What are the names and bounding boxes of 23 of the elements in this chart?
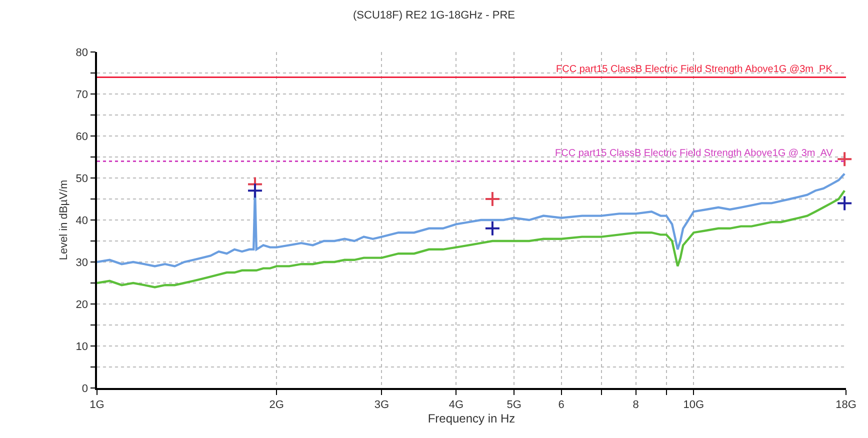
y-axis-title: Level in dBµV/m — [58, 180, 70, 260]
y-tick-label: 0 — [82, 382, 88, 395]
x-tick-label: 4G — [448, 398, 464, 411]
y-tick-label: 50 — [76, 172, 88, 185]
y-tick-label: 10 — [76, 340, 88, 353]
y-tick-label: 20 — [76, 298, 88, 311]
x-tick-label: 2G — [269, 398, 284, 411]
y-tick-label: 70 — [76, 88, 88, 101]
x-tick-label: 6 — [558, 398, 564, 411]
y-tick-label: 60 — [76, 130, 88, 143]
y-tick-label: 30 — [76, 256, 88, 269]
y-tick-label: 80 — [76, 46, 88, 59]
ref-line-label: FCC part15 ClassB Electric Field Strength Above1G @3m PK — [556, 64, 833, 75]
x-tick-label: 1G — [90, 398, 104, 411]
chart-title: (SCU18F) RE2 1G-18GHz - PRE — [353, 10, 515, 22]
x-tick-label: 3G — [374, 398, 390, 411]
x-tick-label: 18G — [836, 398, 856, 411]
x-tick-label: 10G — [683, 398, 704, 411]
y-tick-label: 40 — [76, 214, 88, 227]
ref-line-label: FCC part15 ClassB Electric Field Strength Above1G @ 3m AV — [555, 148, 834, 159]
x-tick-label: 5G — [506, 398, 522, 411]
x-axis-title: Frequency in Hz — [428, 411, 516, 426]
x-tick-label: 8 — [632, 398, 639, 411]
